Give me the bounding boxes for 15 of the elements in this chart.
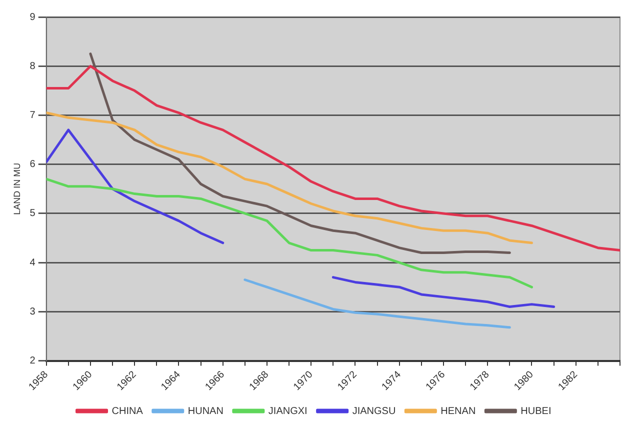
y-tick-label: 9 [30,12,36,23]
y-axis-title: LAND IN MU [12,162,22,215]
legend-label: JIANGSU [352,406,396,417]
y-tick-label: 5 [30,208,36,220]
y-tick-label: 6 [30,159,36,170]
legend-label: HUNAN [188,406,224,417]
legend-label: HUBEI [520,406,552,417]
legend-label: CHINA [112,406,144,417]
y-tick-label: 3 [30,306,36,318]
legend-label: HENAN [440,406,476,417]
y-tick-label: 8 [30,60,36,72]
y-tick-label: 2 [30,356,36,367]
y-tick-label: 7 [30,110,36,121]
legend-label: JIANGXI [268,406,308,417]
y-tick-label: 4 [30,257,36,268]
